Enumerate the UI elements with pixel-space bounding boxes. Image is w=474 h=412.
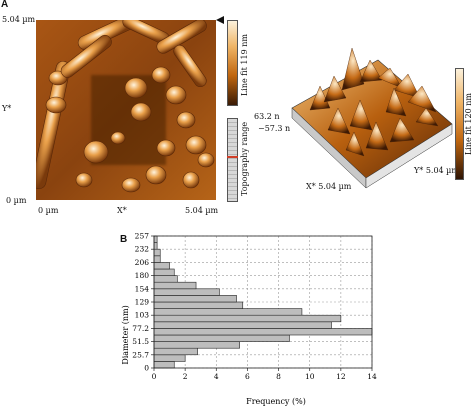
colorbar-3d-label: Line fit 120 nm [464,93,473,155]
histogram-bar [153,295,237,303]
x-tick-label: 8 [276,372,281,381]
afm3d-z-top-label: 63.2 n [254,112,280,121]
afm2d-y-bottom-label: 0 µm [6,196,27,205]
afm2d-x-axis-label: X* [117,206,127,215]
y-tick-label: 77.2 [132,324,149,333]
histogram-bar [153,354,186,362]
histogram-bar [153,288,220,296]
chart-ticks: 0 2 4 6 8 10 12 14 0 25.7 51.5 77.2 103 129 154 180 206 2… [132,232,377,382]
chart-xlabel: Frequency (%) [246,397,306,406]
afm2d-x-left-label: 0 µm [38,206,59,215]
histogram-bar [153,301,244,309]
x-tick-label: 6 [245,372,250,381]
x-tick-label: 4 [214,372,219,381]
histogram-bar [153,235,158,243]
panel-b-letter: B [120,234,128,245]
colorbar-main-label: Line fit 119 nm [240,34,249,96]
histogram-bar [153,281,197,290]
y-tick-label: 129 [135,298,150,307]
panel-a-letter: A [1,0,9,10]
y-tick-label: 51.5 [132,337,149,346]
y-tick-label: 232 [135,245,150,254]
histogram-bar [153,341,240,349]
chart-ylabel: Diameter (nm) [121,305,130,364]
afm3d-y-label: Y* 5.04 µm [414,166,459,175]
histogram-bar [153,314,342,323]
afm2d-y-axis-label: Y* [2,104,12,113]
colorbar-3d [455,68,464,180]
x-tick-label: 14 [367,372,377,381]
histogram-svg: 0 2 4 6 8 10 12 14 0 25.7 51.5 77.2 103 129 154 180 206 2… [121,232,377,407]
colorbar-range-label: Topography range [240,121,249,197]
histogram-bar [153,268,175,276]
histogram-bar [153,321,332,329]
y-tick-label: 257 [135,232,150,241]
histogram-bar [153,308,303,316]
x-tick-label: 2 [183,372,188,381]
afm3d-z-bottom-label: −57.3 n [258,124,291,133]
afm3d-x-label: X* 5.04 µm [306,182,352,191]
colorbar-marker-icon [216,16,224,24]
histogram-bar [153,262,170,270]
histogram-bar [153,242,158,250]
histogram-bar [153,255,161,263]
y-tick-label: 206 [135,258,150,267]
topography-range-bar [227,118,238,202]
y-tick-label: 103 [135,311,150,320]
y-tick-label: 154 [135,284,150,293]
x-tick-label: 0 [152,372,157,381]
colorbar-main [227,20,238,106]
histogram-bar [153,275,178,283]
y-tick-label: 180 [135,271,150,280]
histogram-bar [153,328,373,336]
histogram-bar [153,361,175,369]
afm2d-x-right-label: 5.04 µm [185,206,219,215]
y-tick-label: 0 [144,364,149,373]
x-tick-label: 10 [305,372,315,381]
topography-range-marker [227,156,238,158]
histogram-bar [153,347,198,356]
histogram-bar [153,248,161,257]
afm-3d-surface [290,38,454,196]
x-tick-label: 12 [336,372,346,381]
afm-2d-image [31,15,216,200]
histogram-chart: 0 2 4 6 8 10 12 14 0 25.7 51.5 77.2 103 129 154 180 206 2… [120,228,380,408]
histogram-bar [153,334,290,342]
afm2d-y-top-label: 5.04 µm [2,15,36,24]
y-tick-label: 25.7 [132,350,149,359]
